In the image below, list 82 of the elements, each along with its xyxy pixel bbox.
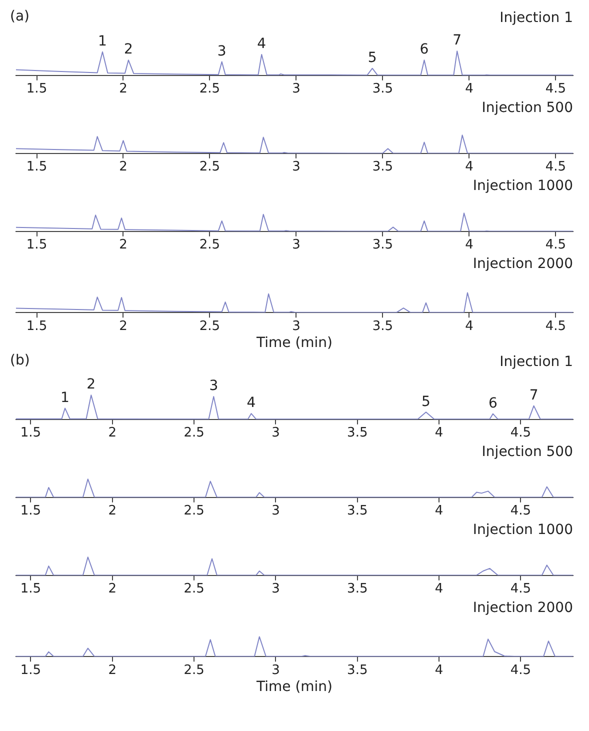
x-tick-label: 2 — [119, 82, 128, 97]
x-tick-label: 4 — [434, 662, 444, 678]
x-tick-label: 2.5 — [184, 504, 204, 519]
x-tick-label: 3 — [272, 662, 280, 678]
x-tick-label: 2.5 — [184, 582, 204, 597]
chart-title: Injection 1000 — [472, 522, 573, 538]
x-tick-label: 3.5 — [372, 318, 394, 334]
x-tick-label: 3 — [292, 318, 300, 334]
x-tick-label: 3.5 — [347, 662, 368, 678]
annotation: 5 — [422, 394, 430, 410]
text: (b) — [10, 352, 30, 369]
x-tick-label: 2 — [119, 318, 128, 334]
chart-title: Injection 1 — [500, 10, 573, 26]
x-tick-label: 4.5 — [510, 662, 532, 678]
x-tick-label: 3 — [272, 504, 280, 519]
x-tick-label: 2.5 — [199, 318, 220, 334]
chart-title: Injection 500 — [482, 444, 573, 460]
x-tick-label: 2 — [108, 662, 117, 678]
x-tick-label: 1.5 — [26, 82, 48, 97]
annotation: 1 — [98, 33, 107, 50]
x-tick-label: 4.5 — [510, 426, 532, 441]
x-axis-title: Time (min) — [255, 335, 333, 352]
x-tick-label: 4.5 — [545, 238, 566, 253]
x-tick-label: 4 — [465, 238, 474, 253]
x-tick-label: 3 — [292, 238, 300, 253]
x-tick-label: 1.5 — [26, 318, 48, 334]
x-tick-label: 3.5 — [347, 504, 368, 519]
annotation: 4 — [257, 36, 266, 52]
x-tick-label: 4.5 — [545, 318, 566, 334]
x-tick-label: 2.5 — [199, 238, 220, 253]
annotation: 2 — [86, 376, 96, 393]
x-tick-label: 4 — [465, 82, 474, 97]
x-axis-title: Time (min) — [255, 679, 333, 696]
chart-title: Injection 1 — [500, 354, 573, 370]
x-tick-label: 1.5 — [20, 504, 42, 519]
x-tick-label: 3 — [272, 426, 280, 441]
x-tick-label: 4.5 — [510, 504, 532, 519]
annotation: 3 — [217, 43, 226, 60]
x-tick-label: 4 — [465, 160, 474, 175]
x-tick-label: 4.5 — [545, 160, 566, 175]
x-tick-label: 3.5 — [372, 160, 394, 175]
x-tick-label: 3.5 — [372, 82, 394, 97]
annotation: 7 — [452, 32, 462, 49]
text: (a) — [10, 8, 30, 25]
x-tick-label: 2 — [119, 160, 128, 175]
chart-title: Injection 2000 — [472, 600, 573, 616]
x-tick-label: 3.5 — [347, 426, 368, 441]
chart-title: Injection 500 — [482, 100, 573, 116]
x-tick-label: 2.5 — [199, 82, 220, 97]
x-tick-label: 2.5 — [184, 426, 204, 441]
x-tick-label: 4.5 — [545, 82, 566, 97]
x-tick-label: 2 — [108, 426, 117, 441]
annotation: 4 — [246, 395, 256, 412]
annotation: 5 — [368, 50, 377, 66]
x-tick-label: 3 — [272, 582, 280, 597]
annotation: 7 — [529, 387, 538, 404]
x-tick-label: 2 — [119, 238, 128, 253]
x-tick-label: 4 — [465, 318, 474, 334]
annotation: 6 — [420, 42, 429, 58]
x-tick-label: 4 — [434, 426, 444, 441]
x-tick-label: 3.5 — [372, 238, 394, 253]
x-tick-label: 1.5 — [20, 426, 42, 441]
x-tick-label: 1.5 — [26, 160, 48, 175]
x-tick-label: 2 — [108, 582, 117, 597]
chart-title: Injection 1000 — [472, 178, 573, 194]
annotation: 6 — [488, 395, 498, 412]
x-tick-label: 3 — [292, 82, 300, 97]
x-tick-label: 4.5 — [510, 582, 532, 597]
x-tick-label: 3 — [292, 160, 300, 175]
x-tick-label: 4 — [434, 582, 444, 597]
annotation: 3 — [209, 378, 218, 394]
x-tick-label: 2 — [108, 504, 117, 519]
x-tick-label: 3.5 — [347, 582, 368, 597]
annotation: 2 — [124, 42, 133, 58]
annotation: 1 — [60, 390, 70, 406]
chart-title: Injection 2000 — [472, 256, 573, 272]
x-tick-label: 2.5 — [199, 160, 220, 175]
x-tick-label: 1.5 — [20, 582, 42, 597]
x-tick-label: 1.5 — [20, 662, 42, 678]
x-tick-label: 4 — [434, 504, 444, 519]
x-tick-label: 2.5 — [184, 662, 204, 678]
x-tick-label: 1.5 — [26, 238, 48, 253]
